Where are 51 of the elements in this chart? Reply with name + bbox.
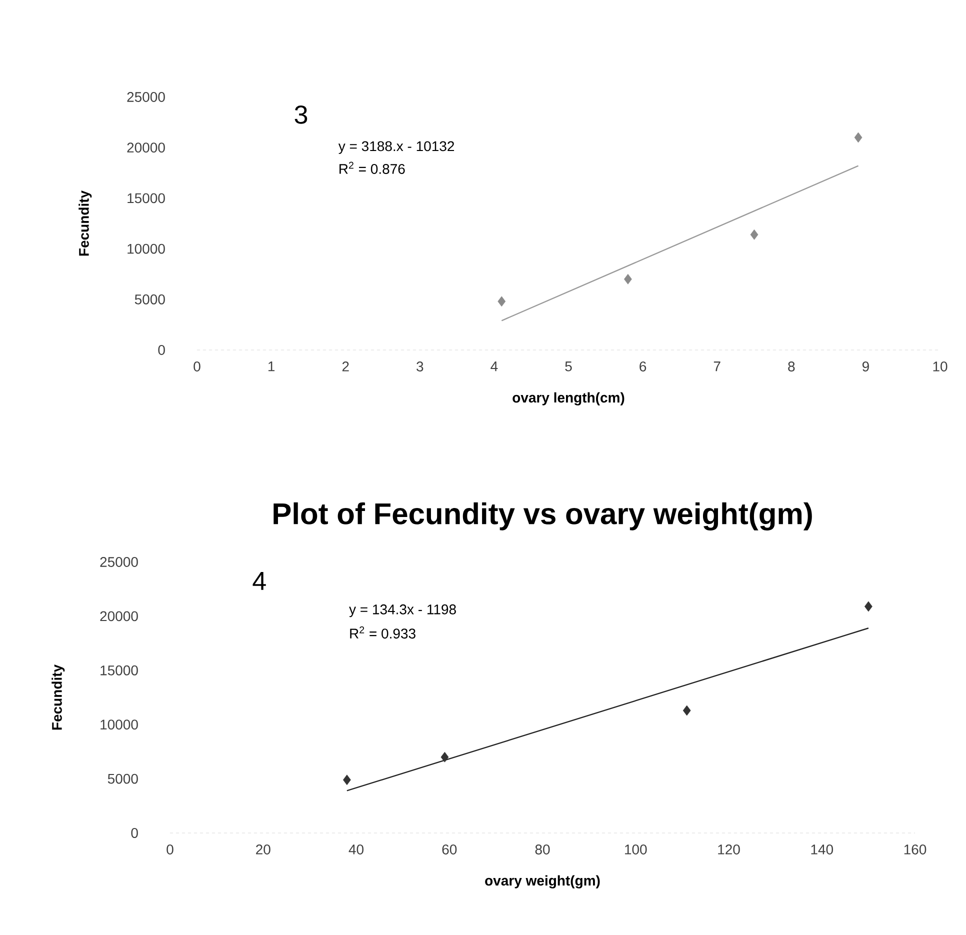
point (440, 752, 449, 762)
x-tick-label: 7 (714, 362, 720, 372)
x-tick-label: 5 (565, 362, 572, 372)
x-tick-label: 80 (535, 844, 550, 854)
point (864, 601, 872, 612)
x-tick-label: 40 (348, 844, 364, 854)
point (750, 229, 758, 240)
x-tick-label: 60 (442, 844, 457, 854)
point (682, 705, 691, 716)
point (498, 296, 506, 307)
annotation: y = 3188.x - 10132 (338, 141, 454, 154)
y-tick-label: 0 (131, 828, 138, 838)
x-tick-label: 20 (256, 844, 270, 854)
y-tick-label: 15000 (100, 665, 138, 676)
y-axis-title: Fecundity (78, 190, 92, 256)
annotation: y = 134.3x - 1198 (349, 604, 456, 618)
y-tick-label: 20000 (127, 142, 165, 153)
point (854, 132, 862, 143)
point (624, 274, 632, 284)
y-tick-label: 25000 (127, 92, 165, 102)
x-axis-title: ovary length(cm) (512, 392, 624, 406)
point (342, 774, 351, 786)
x-tick-label: 9 (862, 362, 869, 372)
x-tick-label: 0 (194, 362, 200, 372)
y-tick-label: 20000 (100, 611, 138, 622)
x-tick-label: 160 (904, 844, 926, 854)
x-tick-label: 120 (718, 844, 740, 854)
annotation: 4 (252, 572, 266, 590)
annotation: R$^{2}$ = 0.876 (340, 162, 405, 174)
x-tick-label: 0 (166, 844, 174, 854)
y-tick-label: 25000 (100, 557, 138, 567)
x-axis-title: ovary weight(gm) (485, 875, 600, 888)
y-axis-title: Fecundity (52, 664, 65, 730)
x-tick-label: 6 (640, 362, 646, 372)
y-tick-label: 5000 (134, 294, 165, 304)
x-tick-label: 3 (416, 362, 424, 372)
annotation: 3 (294, 105, 308, 124)
y-tick-label: 0 (158, 345, 165, 355)
y-tick-label: 10000 (100, 720, 138, 730)
annotation: R$^{2}$ = 0.933 (350, 626, 416, 639)
x-tick-label: 10 (933, 362, 948, 372)
x-tick-label: 8 (788, 362, 795, 372)
y-tick-label: 5000 (108, 774, 138, 784)
x-tick-label: 4 (490, 362, 498, 372)
chart-title: Plot of Fecundity vs ovary weight(gm) (274, 502, 812, 530)
x-tick-label: 1 (268, 362, 275, 372)
x-tick-label: 2 (342, 362, 349, 372)
y-tick-label: 10000 (128, 244, 165, 254)
x-tick-label: 140 (811, 844, 834, 854)
x-tick-label: 100 (625, 844, 647, 854)
y-tick-label: 15000 (128, 193, 165, 204)
